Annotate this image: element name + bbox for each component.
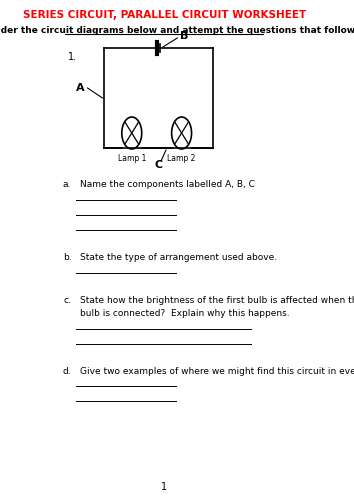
Text: B: B <box>180 31 188 41</box>
Text: C: C <box>154 160 162 170</box>
Text: Consider the circuit diagrams below and attempt the questions that follow: Consider the circuit diagrams below and … <box>0 26 354 35</box>
Text: c.: c. <box>63 296 72 305</box>
Text: Lamp 2: Lamp 2 <box>167 154 196 163</box>
Text: Lamp 1: Lamp 1 <box>118 154 146 163</box>
Text: a.: a. <box>63 180 72 189</box>
Text: State how the brightness of the first bulb is affected when the second: State how the brightness of the first bu… <box>80 296 354 305</box>
Text: b.: b. <box>63 253 72 262</box>
Text: SERIES CIRCUIT, PARALLEL CIRCUIT WORKSHEET: SERIES CIRCUIT, PARALLEL CIRCUIT WORKSHE… <box>23 10 306 20</box>
Text: 1.: 1. <box>68 52 77 62</box>
Text: A: A <box>76 83 85 93</box>
Text: State the type of arrangement used above.: State the type of arrangement used above… <box>80 253 277 262</box>
Text: Name the components labelled A, B, C: Name the components labelled A, B, C <box>80 180 255 189</box>
Text: d.: d. <box>63 366 72 376</box>
Text: 1: 1 <box>161 482 167 492</box>
Text: Give two examples of where we might find this circuit in everyday life.: Give two examples of where we might find… <box>80 366 354 376</box>
Text: bulb is connected?  Explain why this happens.: bulb is connected? Explain why this happ… <box>80 308 290 318</box>
